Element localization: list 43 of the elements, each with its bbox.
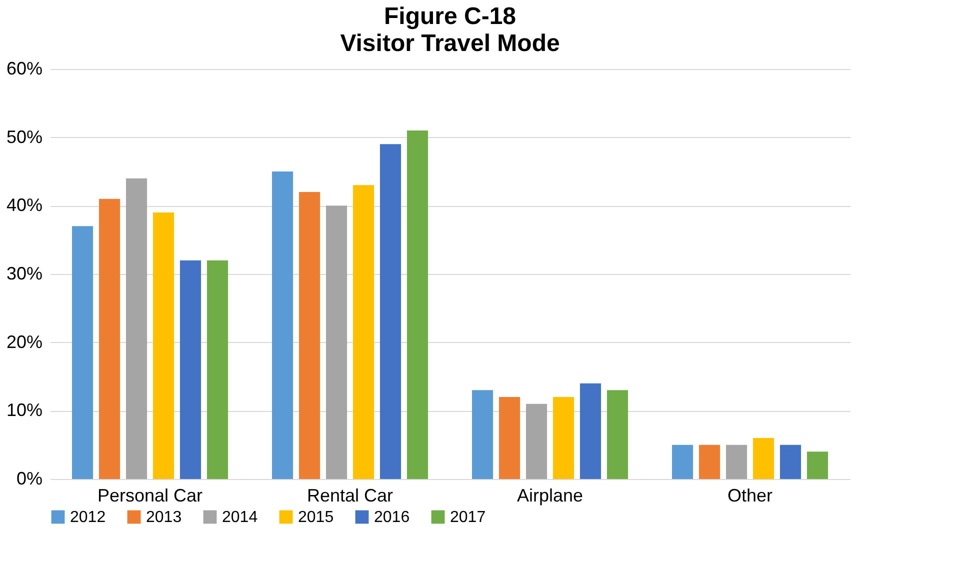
bar [152,212,174,479]
y-tick-label: 50% [6,126,42,147]
y-tick-label: 40% [6,195,42,216]
legend-label: 2014 [222,509,258,526]
y-tick-label: 10% [6,400,42,420]
y-tick-label: 20% [6,332,42,352]
bar [326,206,348,479]
x-tick-label: Personal Car [97,486,203,506]
x-tick-label: Rental Car [306,486,394,506]
bar [206,260,228,479]
bar [498,397,520,479]
bar [272,172,294,479]
bar [726,444,748,479]
chart-title: Figure C-18 [384,3,516,30]
bar [672,444,694,479]
legend-label: 2017 [450,509,486,526]
bar [552,397,574,479]
bar [406,130,428,479]
bar [526,404,548,479]
bar [126,178,148,479]
bar [352,185,374,479]
legend-label: 2015 [298,509,334,526]
legend-label: 2016 [374,509,410,526]
bar [180,260,202,479]
bar [472,390,494,479]
bar [752,438,774,479]
bar [72,226,94,479]
bar [98,198,120,479]
legend-label: 2012 [70,509,106,526]
legend-label: 2013 [146,509,182,526]
y-tick-label: 60% [6,58,42,78]
x-tick-label: Airplane [516,486,584,506]
bar [298,192,320,479]
bar [780,444,802,479]
bar [606,390,628,479]
bar [580,383,602,479]
y-tick-label: 30% [6,264,42,284]
x-tick-label: Other [727,486,773,506]
chart-subtitle: Visitor Travel Mode [340,30,560,57]
y-tick-label: 0% [16,468,42,488]
bar [806,452,828,479]
bar [698,444,720,479]
bar [380,144,402,479]
